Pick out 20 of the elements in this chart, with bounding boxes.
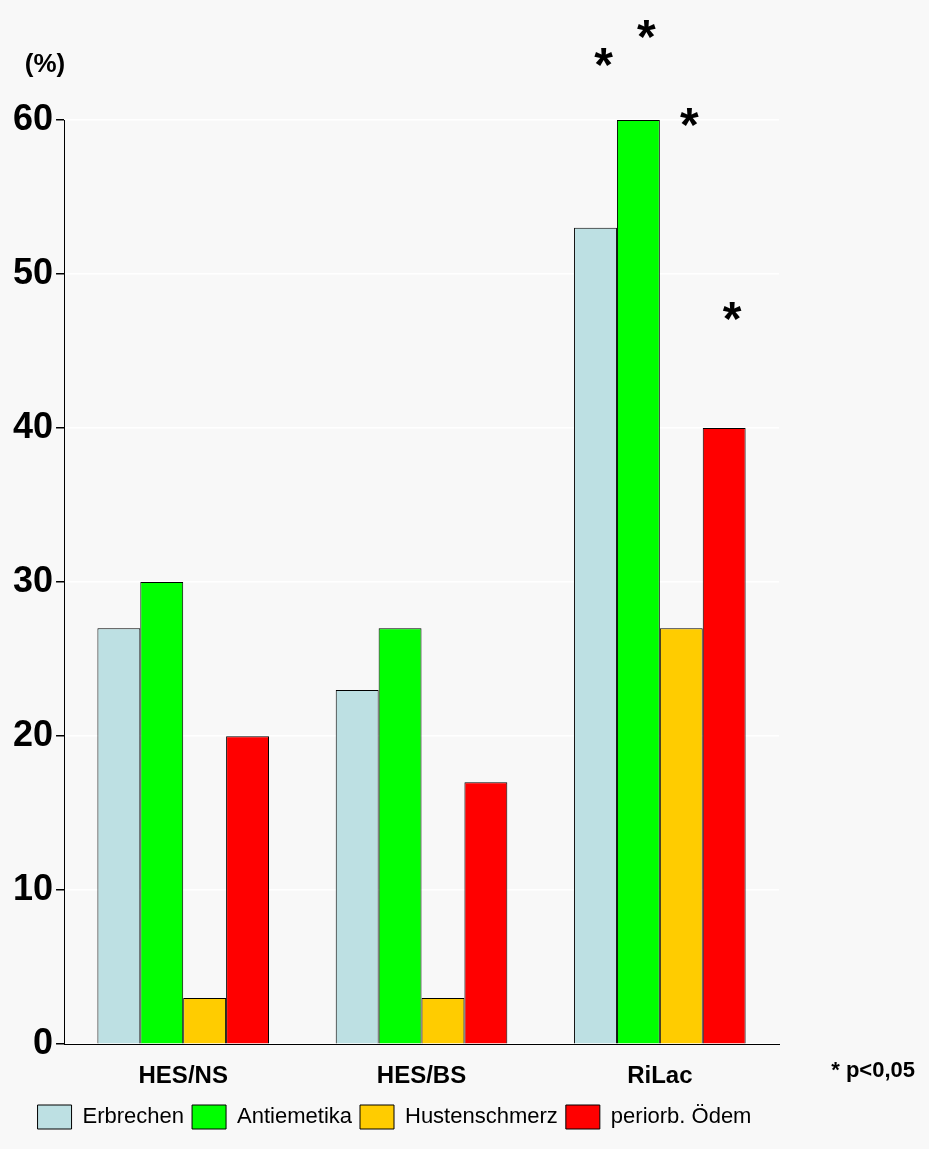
legend-label: Hustenschmerz: [405, 1103, 558, 1129]
y-tick-label: 40: [13, 404, 54, 446]
text: *: [637, 10, 657, 64]
annotation: *: [679, 98, 699, 152]
y-tick-label: 20: [13, 713, 54, 755]
x-tick-label: HES/NS: [138, 1061, 228, 1089]
legend-label: Erbrechen: [82, 1103, 185, 1129]
legend-label: Antiemetika: [237, 1103, 353, 1129]
y-axis-title: (%): [24, 48, 66, 79]
x-tick-label: RiLac: [627, 1061, 693, 1089]
text: *: [594, 38, 614, 92]
x-tick-label: HES/BS: [376, 1061, 467, 1089]
y-tick-label: 50: [13, 250, 54, 292]
y-tick-label: 60: [13, 96, 54, 138]
annotation: *: [722, 292, 742, 346]
legend-label: periorb. Ödem: [610, 1103, 752, 1129]
y-tick-label: 0: [33, 1021, 54, 1063]
text: * p<0,05: [831, 1057, 915, 1083]
y-tick-label: 10: [13, 867, 54, 909]
y-tick-label: 30: [13, 559, 54, 601]
